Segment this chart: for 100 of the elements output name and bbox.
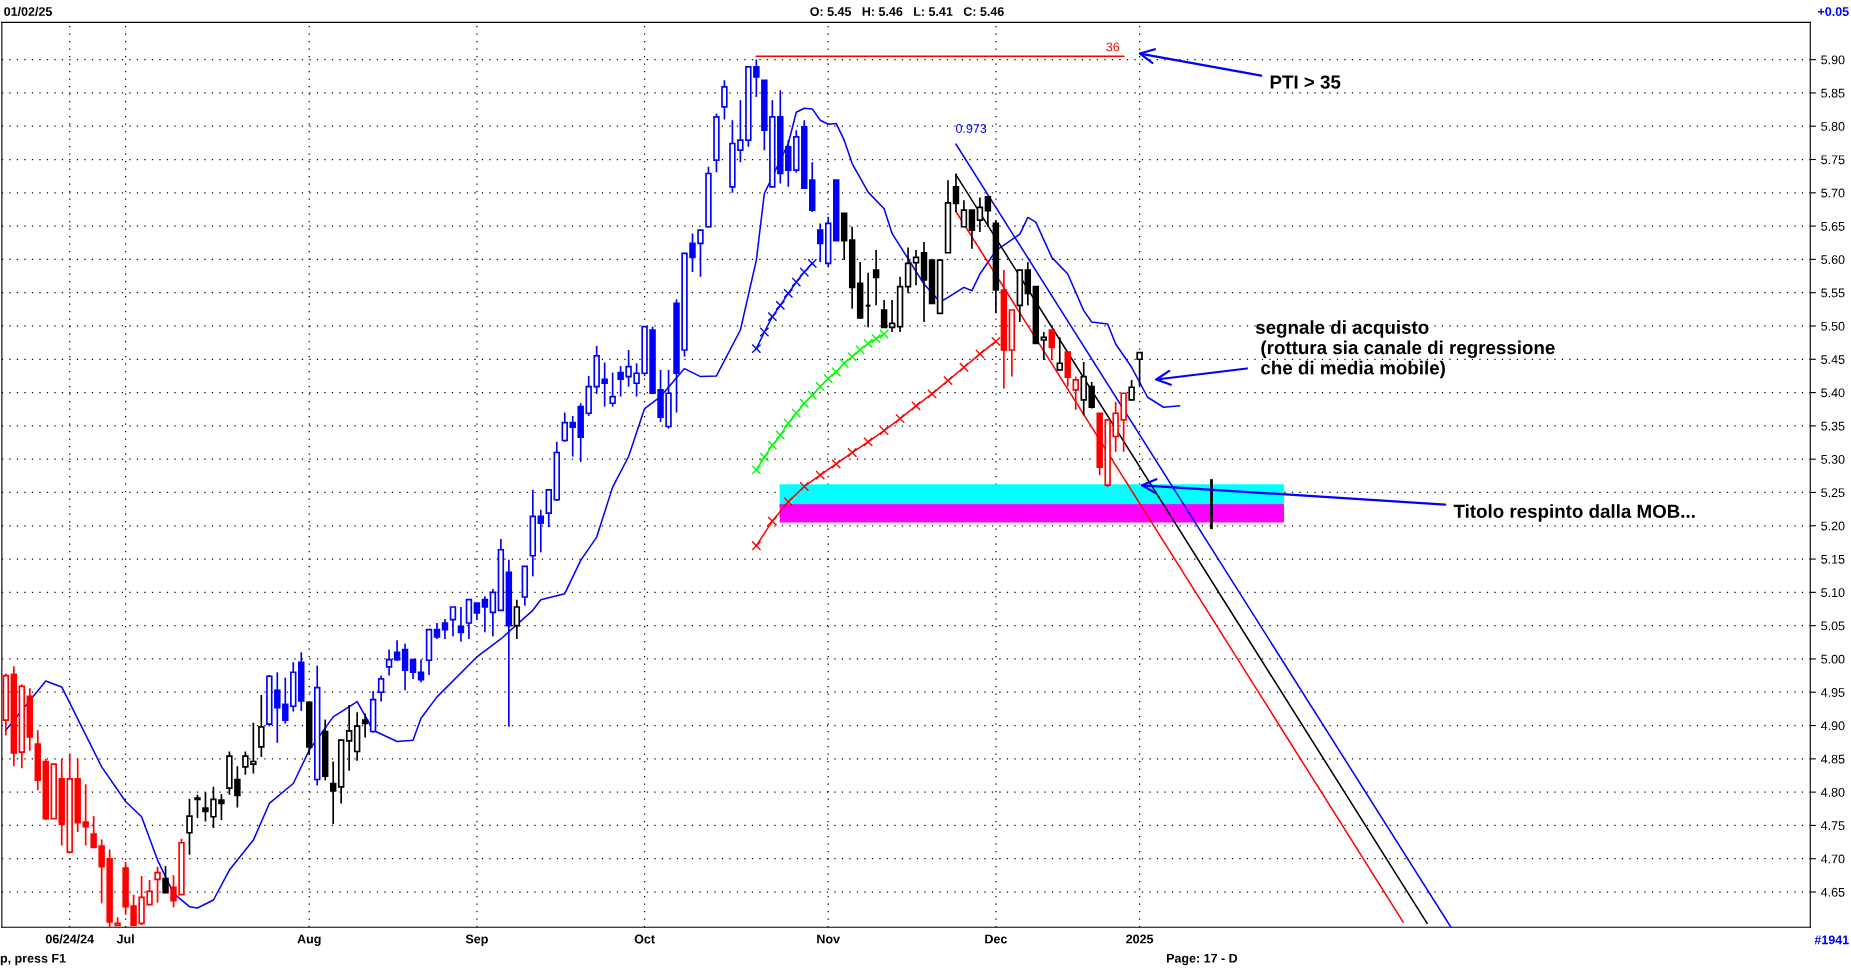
y-tick-label: 5.35	[1821, 421, 1845, 431]
point	[815, 381, 826, 392]
point	[839, 358, 850, 369]
y-tick-label: 4.70	[1820, 854, 1845, 864]
x-tick-label: 06/24/24	[45, 934, 94, 944]
chart-subtitle: O: 5.45 H: 5.46 L: 5.41 C: 5.46	[810, 7, 1004, 16]
x-tick-label: Aug	[297, 934, 321, 946]
point	[959, 362, 969, 373]
point	[831, 458, 842, 469]
candlestick	[1048, 329, 1056, 361]
x-tick-label: Sep	[465, 934, 488, 946]
point	[807, 258, 818, 269]
point	[767, 516, 778, 526]
candlestick	[194, 793, 201, 819]
point	[751, 540, 762, 551]
candlestick	[154, 865, 161, 904]
point	[767, 311, 778, 322]
y-tick-label: 5.25	[1821, 488, 1845, 498]
x-tick-label: 2025	[1126, 934, 1154, 944]
candlestick	[361, 712, 369, 739]
candlestick	[449, 606, 457, 638]
candlestick	[1056, 336, 1063, 371]
candlestick	[377, 674, 385, 703]
y-tick-label: 5.20	[1821, 521, 1845, 531]
point	[911, 401, 921, 411]
text: Page: 17 - D	[1166, 953, 1238, 966]
y-tick-label: 5.50	[1821, 321, 1845, 331]
point	[879, 329, 889, 339]
text: #1941	[1814, 935, 1849, 945]
y-tick-label: 4.95	[1820, 688, 1845, 697]
point	[879, 425, 889, 436]
annotation: 36	[1106, 42, 1120, 52]
candlestick	[1040, 331, 1048, 361]
x-tick-label: Nov	[817, 934, 840, 944]
y-tick-label: 4.80	[1820, 787, 1845, 797]
y-tick-label: 5.30	[1821, 454, 1845, 464]
point	[855, 345, 866, 355]
point	[799, 267, 810, 277]
y-tick-label: 5.15	[1821, 554, 1845, 564]
annotation: PTI > 35	[1270, 75, 1341, 89]
point	[799, 481, 810, 492]
point	[847, 447, 858, 458]
point	[775, 430, 786, 441]
y-tick-label: 5.85	[1821, 88, 1845, 98]
candlestick	[441, 618, 449, 640]
point	[863, 436, 874, 447]
text: p, press F1	[0, 953, 66, 966]
candlestick	[537, 508, 545, 554]
text: +0.05	[1818, 7, 1849, 16]
y-tick-label: 5.10	[1821, 588, 1845, 597]
point	[863, 338, 874, 349]
point	[927, 389, 937, 399]
candlestick	[489, 588, 497, 638]
point	[815, 470, 826, 481]
point	[895, 413, 905, 424]
y-tick-label: 5.45	[1821, 355, 1845, 364]
candlestick	[385, 648, 393, 677]
candlestick	[409, 658, 417, 680]
point	[767, 440, 778, 451]
y-tick-label: 5.05	[1821, 621, 1845, 631]
annotation: Titolo respinto dalla MOB...	[1453, 504, 1695, 522]
point	[871, 333, 881, 344]
point	[759, 452, 770, 463]
y-tick-label: 5.75	[1821, 155, 1845, 165]
point	[943, 375, 953, 386]
y-tick-label: 5.40	[1821, 388, 1845, 398]
point	[791, 408, 802, 419]
candlestick	[721, 79, 728, 121]
y-tick-label: 5.00	[1821, 654, 1845, 664]
point	[783, 288, 794, 299]
candlestick	[817, 222, 824, 263]
point	[775, 300, 786, 311]
x-tick-label: Oct	[634, 934, 655, 944]
point	[783, 496, 794, 507]
y-tick-label: 5.90	[1821, 55, 1845, 65]
y-tick-label: 5.80	[1821, 122, 1845, 131]
point	[807, 390, 818, 401]
candlestick	[465, 598, 473, 640]
point	[991, 336, 1001, 347]
y-tick-label: 4.85	[1820, 754, 1845, 764]
y-tick-label: 5.70	[1821, 188, 1845, 198]
candlestick	[457, 606, 465, 643]
x-tick-label: Dec	[985, 934, 1007, 944]
candlestick	[976, 196, 984, 233]
point	[975, 349, 985, 359]
point	[847, 351, 858, 362]
point	[799, 398, 810, 409]
point	[759, 327, 770, 337]
chart-title: 01/02/25	[4, 6, 53, 17]
y-tick-label: 4.75	[1820, 821, 1845, 831]
candlestick	[609, 371, 616, 408]
candlestick	[401, 642, 409, 692]
candlestick	[393, 639, 401, 662]
y-tick-label: 4.90	[1820, 721, 1845, 731]
point	[751, 464, 762, 475]
y-tick-label: 4.65	[1820, 887, 1845, 897]
y-tick-label: 5.60	[1821, 255, 1845, 265]
candlestick	[481, 595, 489, 634]
candlestick	[545, 488, 553, 528]
point	[791, 277, 802, 287]
